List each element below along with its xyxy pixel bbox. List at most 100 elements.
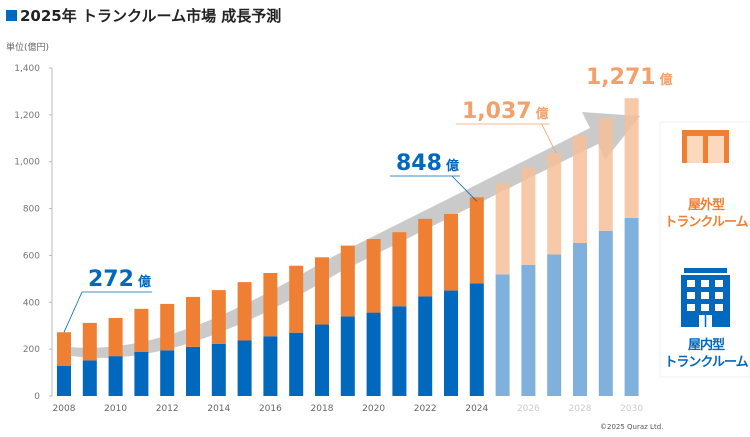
bar-indoor-2022: [418, 296, 433, 396]
annotation-leader: [63, 291, 83, 333]
y-tick-label: 400: [23, 298, 40, 308]
bar-outdoor-2022: [418, 218, 433, 297]
x-tick-label: 2028: [569, 404, 592, 414]
building-window: [687, 280, 695, 287]
x-tick-label: 2024: [465, 404, 488, 414]
y-tick-label: 800: [23, 205, 40, 215]
bar-outdoor-2010: [108, 317, 123, 357]
bar-indoor-2027: [547, 254, 562, 396]
bar-indoor-2017: [289, 332, 304, 396]
title-square-icon: [6, 10, 17, 21]
bar-indoor-2010: [108, 356, 123, 396]
bar-indoor-2030: [624, 217, 639, 396]
unit-label: 単位(億円): [6, 43, 50, 53]
x-tick-label: 2022: [414, 404, 437, 414]
bar-indoor-2025: [495, 274, 510, 396]
container-door-left: [687, 136, 703, 163]
bar-indoor-2020: [366, 312, 381, 396]
x-tick-label: 2014: [207, 404, 230, 414]
bar-indoor-2015: [237, 340, 252, 396]
annotation-unit-2024: 億: [446, 158, 459, 174]
y-tick-label: 1,200: [14, 111, 40, 121]
bar-outdoor-2025: [495, 183, 510, 275]
bar-outdoor-2018: [315, 257, 329, 325]
x-tick-label: 2016: [259, 404, 282, 414]
building-window: [687, 292, 695, 299]
annotation-value-2008: 272: [88, 267, 134, 292]
bar-outdoor-2012: [160, 303, 175, 351]
annotation-value-2024: 848: [396, 151, 442, 176]
annotation-unit-2008: 億: [138, 274, 151, 290]
bar-indoor-2021: [392, 306, 407, 396]
bar-indoor-2013: [186, 346, 200, 396]
building-window: [715, 292, 723, 299]
bar-outdoor-2009: [82, 322, 97, 361]
bar-outdoor-2008: [57, 332, 71, 367]
bar-outdoor-2013: [186, 296, 200, 347]
building-window: [701, 280, 709, 287]
legend-indoor-line1: 屋内型: [687, 338, 725, 353]
bar-outdoor-2027: [547, 153, 562, 255]
legend-panel: [659, 121, 750, 378]
bar-indoor-2008: [57, 366, 71, 396]
y-tick-label: 1,400: [14, 64, 40, 74]
annotation-unit-2030: 億: [660, 72, 673, 88]
bar-outdoor-2026: [521, 168, 536, 265]
x-tick-label: 2012: [156, 404, 179, 414]
building-window: [687, 304, 695, 311]
legend-outdoor-label: 屋外型 トランクルーム: [663, 197, 749, 231]
building-window: [701, 304, 709, 311]
building-window: [715, 304, 723, 311]
annotation-value-2027: 1,037: [462, 99, 532, 124]
y-tick-label: 1,000: [14, 158, 40, 168]
bar-outdoor-2016: [263, 273, 278, 337]
bar-indoor-2019: [340, 316, 355, 396]
bar-indoor-2029: [598, 230, 613, 396]
bar-outdoor-2028: [573, 135, 587, 244]
bar-outdoor-2020: [366, 239, 381, 313]
copyright: ©2025 Quraz Ltd.: [600, 423, 664, 431]
annotation-unit-2027: 億: [536, 106, 549, 122]
container-door-right: [708, 136, 724, 163]
bar-indoor-2012: [160, 350, 175, 396]
building-window: [715, 280, 723, 287]
annotation-value-2030: 1,271: [586, 65, 656, 90]
bar-indoor-2018: [315, 324, 329, 396]
x-tick-label: 2010: [104, 404, 127, 414]
bar-indoor-2014: [211, 343, 226, 396]
bar-indoor-2026: [521, 264, 536, 396]
bar-outdoor-2029: [598, 118, 613, 231]
legend-indoor-label: 屋内型 トランクルーム: [663, 337, 749, 371]
bar-outdoor-2023: [444, 213, 458, 291]
annotation-leader: [541, 123, 557, 154]
x-tick-label: 2018: [311, 404, 334, 414]
bar-indoor-2011: [134, 351, 149, 396]
y-tick-label: 0: [34, 392, 40, 402]
legend-outdoor-line1: 屋外型: [687, 198, 725, 213]
bar-outdoor-2024: [469, 197, 484, 284]
title-text: 2025年 トランクルーム市場 成長予測: [20, 7, 282, 25]
x-tick-label: 2026: [517, 404, 540, 414]
bar-outdoor-2019: [340, 245, 355, 317]
bar-outdoor-2014: [211, 290, 226, 344]
x-tick-label: 2008: [53, 404, 76, 414]
bar-indoor-2024: [469, 283, 484, 396]
legend-indoor-line2: トランクルーム: [664, 355, 748, 370]
chart-title: 2025年 トランクルーム市場 成長予測: [6, 5, 281, 26]
bar-indoor-2009: [82, 360, 97, 396]
x-tick-label: 2030: [620, 404, 643, 414]
building-roof: [684, 268, 727, 273]
y-tick-label: 600: [23, 251, 40, 261]
y-tick-label: 200: [23, 345, 40, 355]
x-tick-label: 2020: [362, 404, 385, 414]
legend-outdoor-line2: トランクルーム: [664, 215, 748, 230]
bar-outdoor-2017: [289, 265, 304, 333]
bar-indoor-2016: [263, 336, 278, 396]
building-window: [701, 292, 709, 299]
bar-outdoor-2011: [134, 308, 149, 352]
bar-indoor-2023: [444, 290, 458, 396]
annotation-leader: [451, 175, 478, 202]
bar-outdoor-2030: [624, 98, 639, 218]
